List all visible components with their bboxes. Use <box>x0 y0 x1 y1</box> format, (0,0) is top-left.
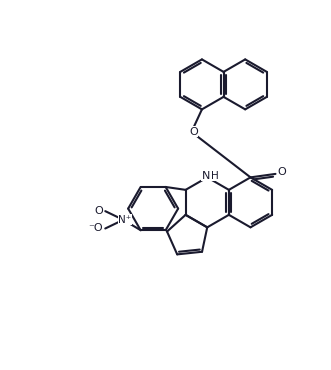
Text: ⁻O: ⁻O <box>88 223 103 233</box>
Text: N⁺: N⁺ <box>118 215 132 225</box>
Text: H: H <box>211 171 218 181</box>
Text: N: N <box>202 171 210 181</box>
Text: O: O <box>189 127 198 137</box>
Text: O: O <box>94 206 103 216</box>
Text: O: O <box>277 167 286 177</box>
